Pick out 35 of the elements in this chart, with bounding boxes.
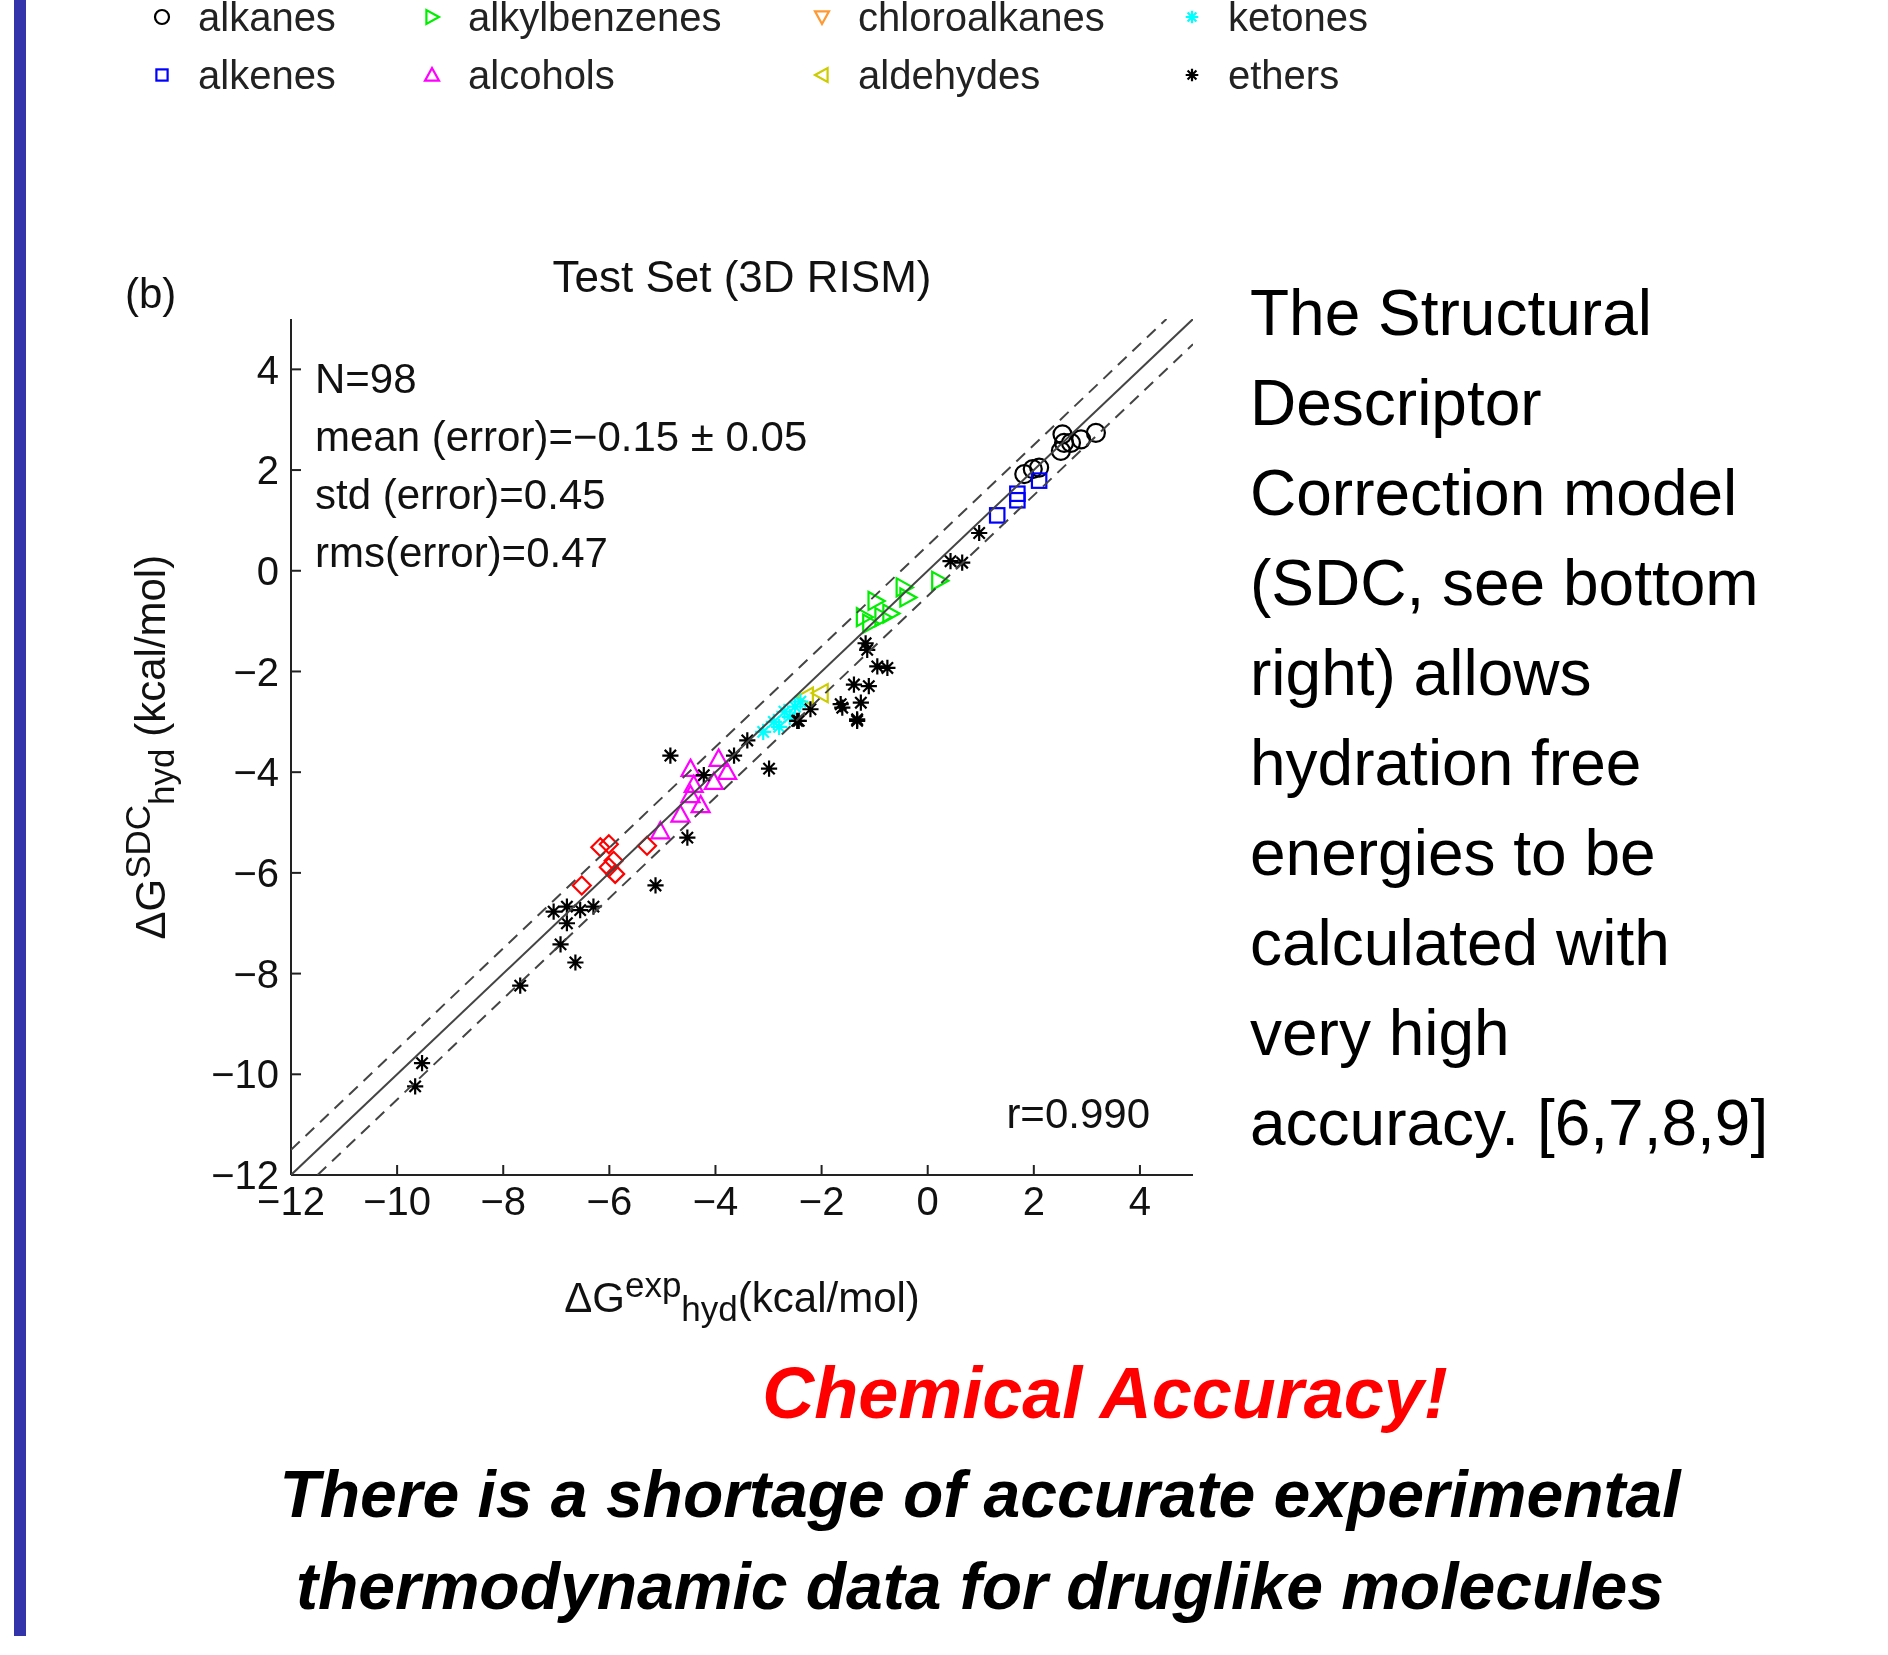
x-tick-label: −6	[586, 1179, 633, 1224]
legend-label: ethers	[1228, 52, 1340, 98]
y-tick-label: −10	[211, 1052, 279, 1097]
y-tick-label: −2	[233, 649, 279, 694]
y-tick-label: 0	[256, 548, 279, 593]
y-tick-label: −8	[233, 951, 279, 996]
annotation: mean (error)=−0.15 ± 0.05	[315, 412, 808, 462]
legend-label: alcohols	[468, 52, 615, 98]
x-axis-title: ΔG$^{exp}$$_{hyd}$(kcal/mol)	[563, 1265, 921, 1330]
x-tick-label: −4	[692, 1179, 739, 1224]
x-tick-label: 2	[1022, 1179, 1045, 1224]
annotation: rms(error)=0.47	[315, 528, 609, 578]
y-tick-label: −6	[233, 851, 279, 896]
legend-label: alkanes	[198, 0, 336, 40]
y-tick-label: 2	[256, 448, 279, 493]
legend-label: alkenes	[198, 52, 336, 98]
y-tick-label: −4	[233, 750, 279, 795]
legend-label: aldehydes	[858, 52, 1041, 98]
x-tick-label: −10	[363, 1179, 432, 1224]
legend-label: alkylbenzenes	[468, 0, 722, 40]
y-tick-label: 4	[256, 347, 279, 392]
x-tick-label: 0	[916, 1179, 939, 1224]
x-tick-label: 4	[1128, 1179, 1152, 1224]
text: The Structural Descriptor Correction model (SDC, see bottom right) allows hydration free energies to be calculated with very high accuracy. [6,7,8,9]	[1250, 277, 1769, 1159]
annotation: r=0.990	[1006, 1090, 1150, 1138]
text: There is a shortage of accurate experimental thermodynamic data for druglike molecules	[278, 1456, 1683, 1625]
x-tick-label: −2	[798, 1179, 845, 1224]
text: Chemical Accuracy!	[761, 1352, 1449, 1434]
x-tick-label: −8	[480, 1179, 527, 1224]
annotation: std (error)=0.45	[315, 470, 607, 520]
legend-label: ketones	[1228, 0, 1369, 40]
text: (b)	[125, 270, 177, 318]
legend-label: chloroalkanes	[858, 0, 1105, 40]
annotation: N=98	[315, 354, 418, 404]
chart-title: Test Set (3D RISM)	[551, 252, 933, 302]
